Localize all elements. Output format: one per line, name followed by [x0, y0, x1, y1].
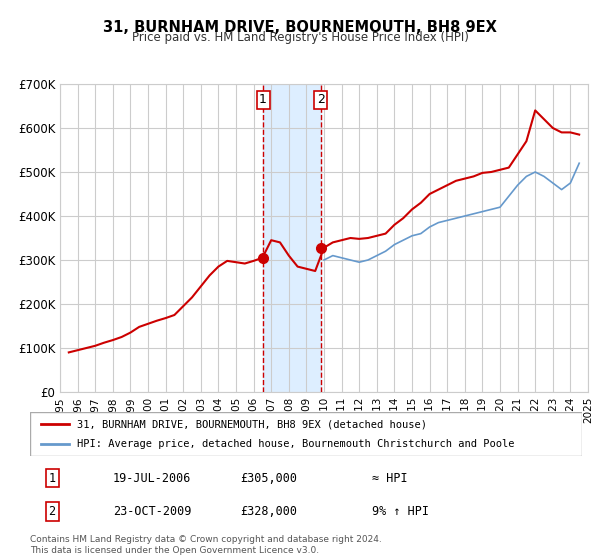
- Bar: [263, 84, 320, 392]
- Text: 19-JUL-2006: 19-JUL-2006: [113, 472, 191, 484]
- Text: HPI: Average price, detached house, Bournemouth Christchurch and Poole: HPI: Average price, detached house, Bour…: [77, 439, 514, 449]
- FancyBboxPatch shape: [30, 412, 582, 456]
- Text: £305,000: £305,000: [240, 472, 297, 484]
- Text: 31, BURNHAM DRIVE, BOURNEMOUTH, BH8 9EX (detached house): 31, BURNHAM DRIVE, BOURNEMOUTH, BH8 9EX …: [77, 419, 427, 429]
- Text: 31, BURNHAM DRIVE, BOURNEMOUTH, BH8 9EX: 31, BURNHAM DRIVE, BOURNEMOUTH, BH8 9EX: [103, 20, 497, 35]
- Text: Contains HM Land Registry data © Crown copyright and database right 2024.: Contains HM Land Registry data © Crown c…: [30, 535, 382, 544]
- Text: 2: 2: [317, 93, 325, 106]
- Text: 1: 1: [259, 93, 267, 106]
- Text: £328,000: £328,000: [240, 505, 297, 518]
- Text: 1: 1: [49, 472, 56, 484]
- Text: ≈ HPI: ≈ HPI: [372, 472, 408, 484]
- Text: 23-OCT-2009: 23-OCT-2009: [113, 505, 191, 518]
- Text: This data is licensed under the Open Government Licence v3.0.: This data is licensed under the Open Gov…: [30, 546, 319, 555]
- Text: 2: 2: [49, 505, 56, 518]
- Text: 9% ↑ HPI: 9% ↑ HPI: [372, 505, 429, 518]
- Text: Price paid vs. HM Land Registry's House Price Index (HPI): Price paid vs. HM Land Registry's House …: [131, 31, 469, 44]
